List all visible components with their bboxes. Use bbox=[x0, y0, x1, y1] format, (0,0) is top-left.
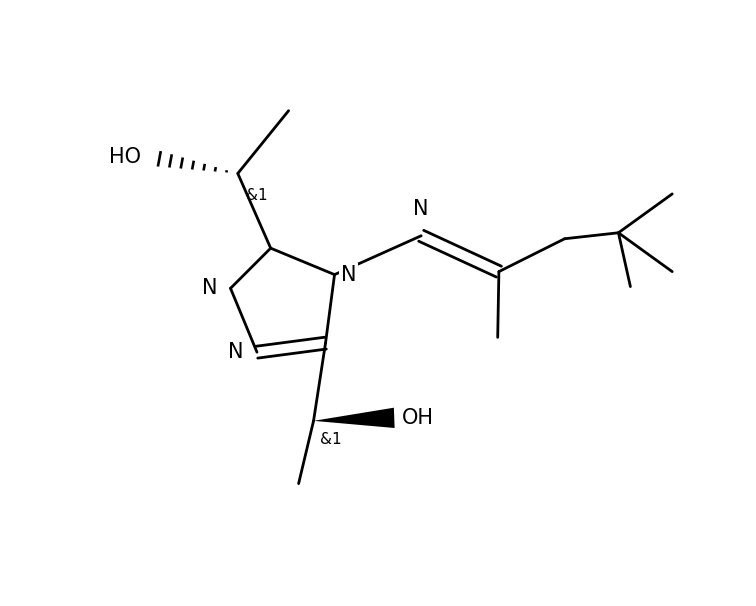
Text: OH: OH bbox=[401, 408, 433, 428]
Polygon shape bbox=[314, 408, 395, 428]
Text: &1: &1 bbox=[320, 431, 341, 447]
Text: N: N bbox=[202, 278, 218, 298]
Text: N: N bbox=[340, 265, 356, 285]
Text: HO: HO bbox=[109, 147, 141, 167]
Text: N: N bbox=[414, 199, 429, 219]
Text: &1: &1 bbox=[246, 188, 268, 204]
Text: N: N bbox=[228, 342, 244, 362]
